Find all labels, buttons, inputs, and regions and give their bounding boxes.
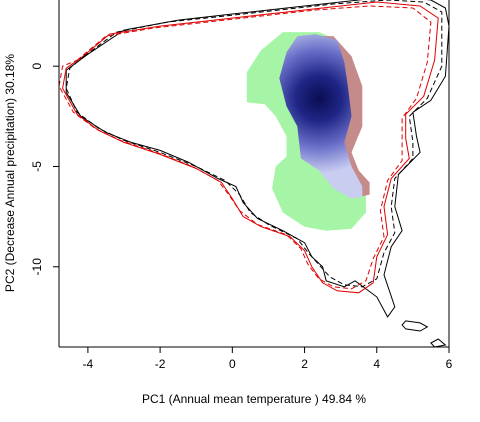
envelope-solid-black xyxy=(65,0,449,318)
x-tick-label: -4 xyxy=(83,357,94,371)
niche-overlap-region xyxy=(279,34,363,199)
envelope-solid-red xyxy=(62,1,439,294)
envelope-dashed-red xyxy=(59,5,432,290)
x-tick-label: 2 xyxy=(301,357,308,371)
y-tick-label: 0 xyxy=(30,63,44,70)
y-tick-label: -5 xyxy=(30,161,44,172)
x-axis-title: PC1 (Annual mean temperature ) 49.84 % xyxy=(142,392,366,406)
environment-envelopes xyxy=(59,0,449,347)
y-tick-label: -10 xyxy=(30,258,44,276)
x-axis: -4 -2 0 2 4 6 xyxy=(83,347,453,371)
envelope-island-1 xyxy=(430,338,447,347)
y-axis: 0 -5 -10 xyxy=(30,63,59,276)
x-tick-label: 6 xyxy=(446,357,453,371)
x-tick-label: 4 xyxy=(373,357,380,371)
envelope-dashed-black xyxy=(65,0,443,288)
y-axis-title: PC2 (Decrease Annual precipitation) 30.1… xyxy=(3,54,17,292)
x-tick-label: 0 xyxy=(229,357,236,371)
envelope-island-0 xyxy=(401,320,429,332)
niche-regions xyxy=(246,32,370,231)
x-tick-label: -2 xyxy=(155,357,166,371)
